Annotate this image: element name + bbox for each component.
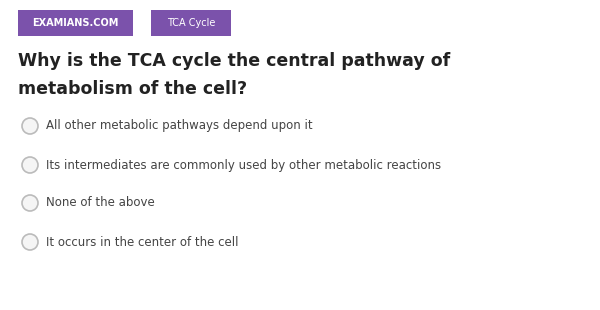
Text: EXAMIANS.COM: EXAMIANS.COM bbox=[32, 18, 119, 28]
Text: All other metabolic pathways depend upon it: All other metabolic pathways depend upon… bbox=[46, 119, 313, 132]
Text: Its intermediates are commonly used by other metabolic reactions: Its intermediates are commonly used by o… bbox=[46, 158, 441, 171]
Circle shape bbox=[22, 118, 38, 134]
Text: It occurs in the center of the cell: It occurs in the center of the cell bbox=[46, 236, 239, 249]
Text: Why is the TCA cycle the central pathway of: Why is the TCA cycle the central pathway… bbox=[18, 52, 450, 70]
Text: TCA Cycle: TCA Cycle bbox=[167, 18, 215, 28]
FancyBboxPatch shape bbox=[151, 10, 231, 36]
FancyBboxPatch shape bbox=[18, 10, 133, 36]
Circle shape bbox=[22, 195, 38, 211]
Text: None of the above: None of the above bbox=[46, 197, 155, 210]
Text: metabolism of the cell?: metabolism of the cell? bbox=[18, 80, 247, 98]
Circle shape bbox=[22, 157, 38, 173]
Circle shape bbox=[22, 234, 38, 250]
